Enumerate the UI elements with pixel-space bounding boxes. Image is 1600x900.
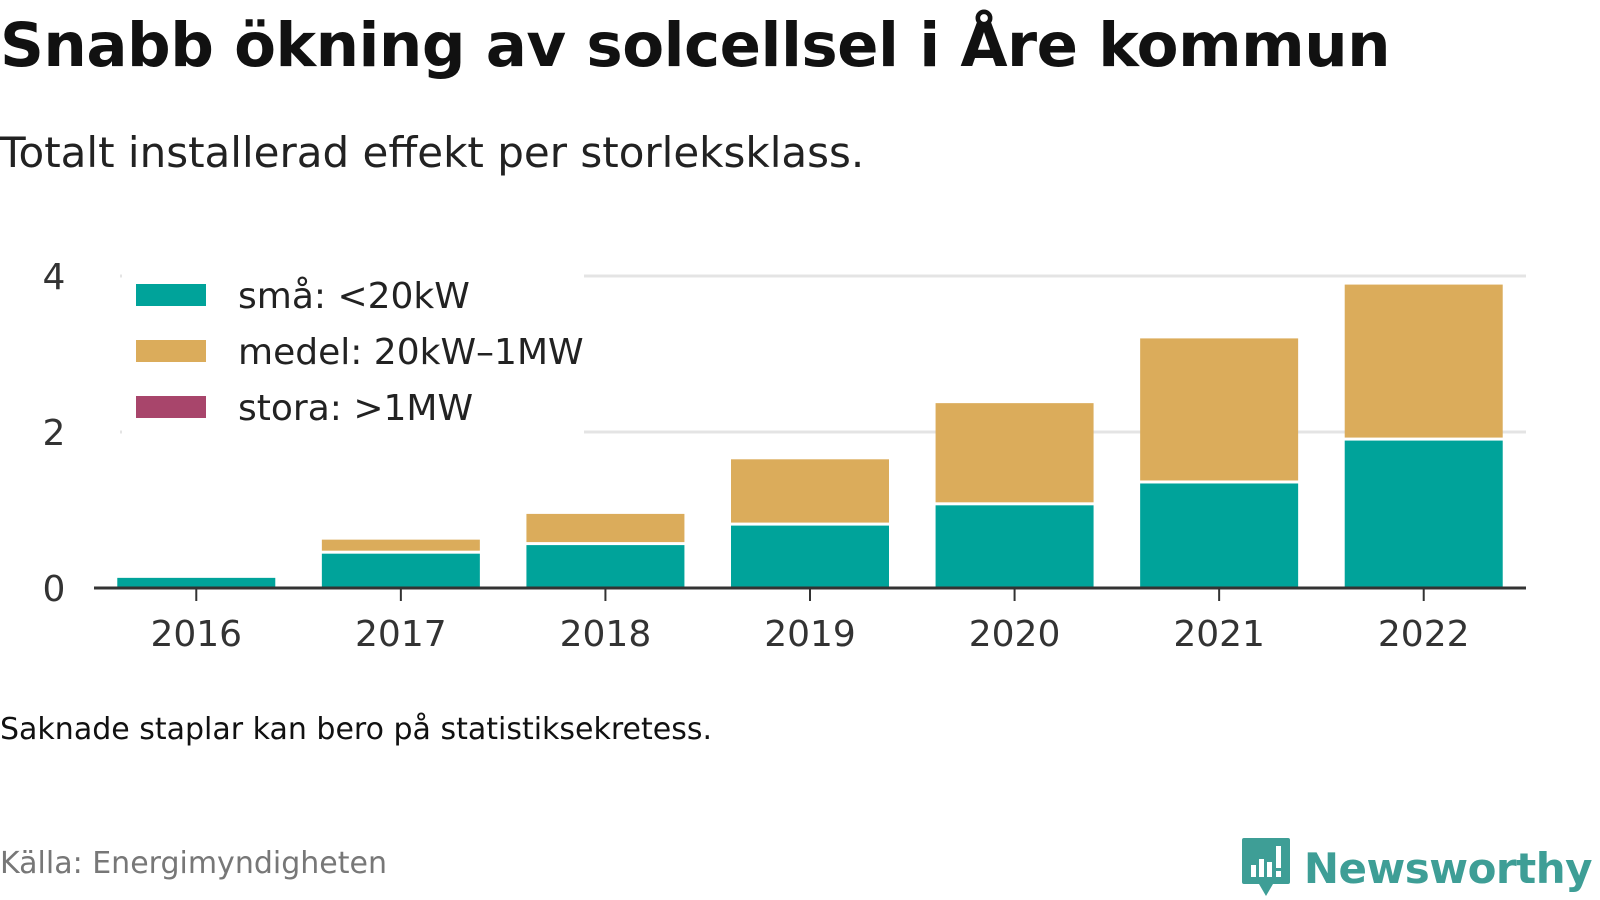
x-tick-label-2018: 2018 <box>560 614 652 655</box>
newsworthy-logo-icon <box>1241 838 1290 896</box>
bar-2022-series-2 <box>1344 284 1503 438</box>
legend-label-1: små: <20kW <box>238 276 470 317</box>
legend-label-2: medel: 20kW–1MW <box>238 332 584 373</box>
x-tick-label-2021: 2021 <box>1173 614 1265 655</box>
bar-2017-series-1 <box>321 553 480 588</box>
x-tick-label-2019: 2019 <box>764 614 856 655</box>
y-tick-label-2: 2 <box>43 413 66 454</box>
bar-2019-series-1 <box>731 525 889 588</box>
bar-2021-series-1 <box>1140 483 1299 588</box>
bar-2016-series-1 <box>117 577 276 588</box>
stacked-bar-chart: 0 2 4 2016 2017 2018 2019 2020 2021 2022 små: <20… <box>43 257 1526 655</box>
x-tick-label-2017: 2017 <box>355 614 447 655</box>
x-tick-label-2022: 2022 <box>1378 614 1470 655</box>
bar-2020-series-2 <box>935 403 1094 503</box>
chart-title: Snabb ökning av solcellsel i Åre kommun <box>0 10 1391 81</box>
footnote: Saknade staplar kan bero på statistiksek… <box>0 712 713 747</box>
legend-swatch-3 <box>136 396 206 418</box>
y-tick-label-0: 0 <box>43 569 66 610</box>
source-credit: Källa: Energimyndigheten <box>0 846 387 881</box>
bar-2022-series-1 <box>1344 440 1503 588</box>
x-tick-label-2020: 2020 <box>969 614 1061 655</box>
legend-label-3: stora: >1MW <box>238 388 473 429</box>
legend-swatch-1 <box>136 284 206 306</box>
bar-2017-series-2 <box>321 539 480 551</box>
y-tick-label-4: 4 <box>43 257 66 298</box>
legend-swatch-2 <box>136 340 206 362</box>
brand: Newsworthy <box>1241 838 1593 898</box>
bar-2020-series-1 <box>935 505 1094 588</box>
brand-name: Newsworthy <box>1303 843 1593 893</box>
chart-subtitle: Totalt installerad effekt per storlekskl… <box>0 128 865 177</box>
bar-2019-series-2 <box>731 459 889 523</box>
bar-2021-series-2 <box>1140 338 1299 481</box>
bar-2018-series-2 <box>526 513 685 543</box>
x-tick-label-2016: 2016 <box>150 614 242 655</box>
bar-2018-series-1 <box>526 545 685 588</box>
